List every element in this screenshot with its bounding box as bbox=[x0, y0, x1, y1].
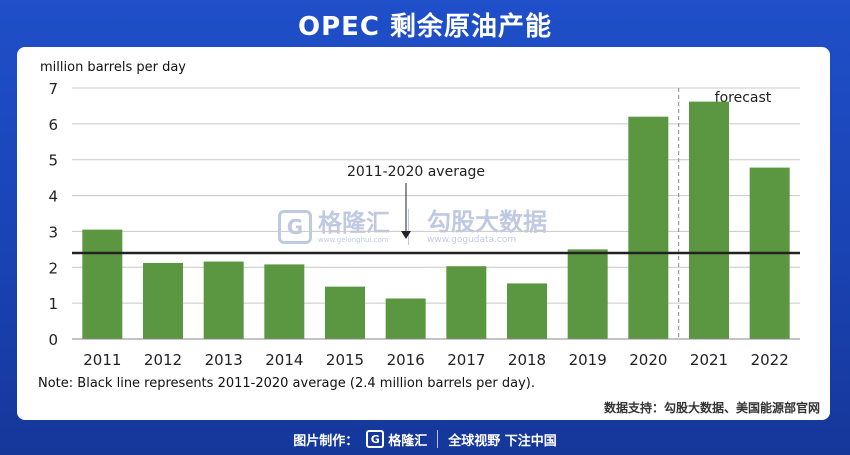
average-annotation-arrow bbox=[401, 231, 411, 239]
chart-note: Note: Black line represents 2011-2020 av… bbox=[38, 376, 535, 391]
bar bbox=[82, 229, 123, 339]
y-tick-label: 5 bbox=[48, 152, 58, 170]
bar bbox=[446, 266, 487, 339]
y-tick-label: 4 bbox=[48, 188, 58, 206]
x-tick-label: 2017 bbox=[447, 351, 485, 369]
page-title: OPEC 剩余原油产能 bbox=[297, 12, 553, 42]
y-tick-label: 7 bbox=[48, 80, 58, 98]
watermark-url-2: www.gogudata.com bbox=[427, 234, 517, 245]
x-tick-label: 2014 bbox=[265, 351, 303, 369]
y-tick-label: 2 bbox=[48, 259, 58, 277]
x-tick-label: 2018 bbox=[508, 351, 546, 369]
y-tick-label: 0 bbox=[48, 331, 58, 349]
average-annotation-label: 2011-2020 average bbox=[347, 164, 485, 180]
bar bbox=[567, 249, 608, 339]
watermark-divider bbox=[408, 209, 409, 245]
gelonghui-logo-icon: G bbox=[366, 430, 385, 448]
y-axis-unit-label: million barrels per day bbox=[40, 60, 186, 75]
x-tick-label: 2016 bbox=[387, 351, 425, 369]
footer-prefix: 图片制作： bbox=[293, 433, 359, 449]
bar bbox=[689, 101, 729, 339]
footer: 图片制作： G 格隆汇 全球视野 下注中国 bbox=[0, 426, 850, 452]
x-tick-label: 2021 bbox=[690, 351, 728, 369]
watermark-name-2: 勾股大数据 bbox=[427, 207, 547, 236]
y-tick-label: 6 bbox=[48, 116, 58, 134]
bar bbox=[385, 298, 426, 339]
bar bbox=[203, 261, 244, 339]
bar bbox=[325, 286, 365, 339]
data-source: 数据支持：勾股大数据、美国能源部官网 bbox=[603, 401, 820, 415]
gelonghui-logo-icon: G bbox=[278, 210, 312, 244]
footer-slogan: 全球视野 下注中国 bbox=[448, 433, 557, 449]
x-tick-label: 2013 bbox=[205, 351, 243, 369]
x-tick-label: 2011 bbox=[83, 351, 121, 369]
bar bbox=[264, 264, 305, 339]
bar bbox=[143, 262, 183, 339]
x-tick-label: 2012 bbox=[144, 351, 182, 369]
watermark-url: www.gelonghui.com bbox=[318, 235, 389, 244]
bar bbox=[507, 283, 547, 339]
footer-divider bbox=[437, 430, 439, 448]
x-tick-label: 2015 bbox=[326, 351, 364, 369]
bar bbox=[628, 116, 669, 339]
footer-logo-text: 格隆汇 bbox=[388, 433, 428, 449]
y-tick-label: 1 bbox=[48, 295, 58, 313]
y-tick-label: 3 bbox=[48, 223, 58, 241]
x-tick-label: 2019 bbox=[569, 351, 607, 369]
x-tick-label: 2022 bbox=[751, 351, 789, 369]
x-tick-label: 2020 bbox=[629, 351, 667, 369]
footer-logo: G 格隆汇 bbox=[366, 430, 427, 449]
